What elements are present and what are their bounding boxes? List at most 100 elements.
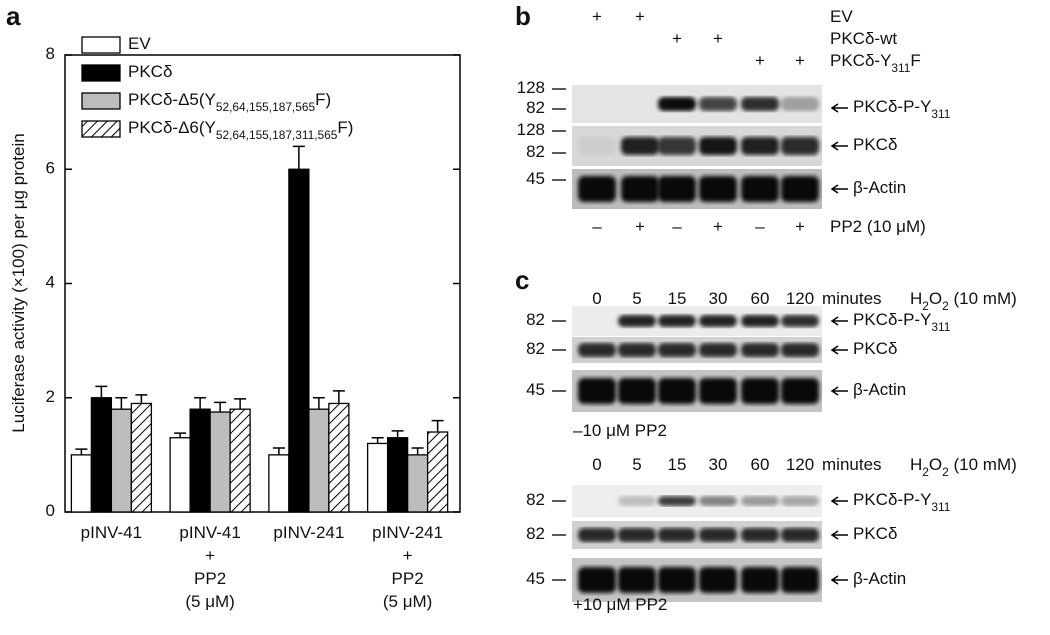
- mw-marker: 82: [526, 310, 545, 329]
- blot-band: [658, 176, 696, 202]
- band-label: PKCδ-P-Y311: [853, 490, 951, 514]
- blot-band: [621, 137, 659, 155]
- blot-band: [618, 567, 656, 593]
- treatment-sign: +: [713, 29, 723, 48]
- blot-band: [699, 378, 737, 404]
- y-tick-label: 2: [46, 387, 55, 406]
- band-label: PKCδ: [853, 524, 897, 543]
- mw-marker: 82: [526, 339, 545, 358]
- arrow: [830, 141, 848, 151]
- arrow: [830, 103, 848, 113]
- blot-band: [741, 176, 779, 202]
- blot-band: [741, 496, 779, 506]
- bar: [386, 437, 409, 513]
- mw-marker: 82: [526, 98, 545, 117]
- bar: [308, 408, 330, 513]
- arrow: [830, 575, 848, 585]
- error-bar: [194, 397, 207, 410]
- treatment-sign: +: [672, 29, 682, 48]
- blot-band: [781, 378, 819, 404]
- error-bar: [75, 448, 88, 455]
- error-bar: [371, 436, 384, 444]
- blot-band: [578, 343, 616, 357]
- x-tick-label: pINV-41 + PP2 (5 μM): [179, 523, 240, 611]
- blot-band: [781, 567, 819, 593]
- mw-marker: 128: [517, 120, 545, 139]
- legend-swatch: [81, 64, 121, 82]
- error-bar: [214, 401, 227, 413]
- error-bar: [391, 430, 404, 438]
- blot-band: [741, 343, 779, 357]
- blot-band: [658, 315, 696, 327]
- blot-band: [618, 496, 656, 506]
- blot-band: [741, 528, 779, 542]
- bar: [426, 431, 449, 513]
- time-label: 15: [668, 455, 687, 474]
- legend-label: PKCδ-Δ6(Y52,64,155,187,311,565F): [128, 118, 353, 142]
- blot-background: [572, 485, 822, 517]
- time-label: 5: [632, 289, 641, 308]
- blot-band: [741, 315, 779, 327]
- treatment-label: PKCδ-Y311F: [830, 51, 921, 75]
- mw-marker: 45: [526, 380, 545, 399]
- bar: [268, 454, 290, 513]
- mw-marker: 45: [526, 169, 545, 188]
- blot-band: [658, 378, 696, 404]
- blot-band: [658, 137, 696, 155]
- blot-band: [621, 176, 659, 202]
- blot-band: [781, 496, 819, 506]
- condition-label: +10 μM PP2: [573, 595, 667, 614]
- treatment-sign: +: [635, 7, 645, 26]
- blot-band: [699, 97, 737, 111]
- error-bar: [411, 447, 424, 455]
- time-label: 120: [786, 289, 814, 308]
- band-label: β-Actin: [853, 569, 906, 588]
- blot-band: [741, 97, 779, 111]
- bar: [90, 397, 113, 513]
- time-label: 120: [786, 455, 814, 474]
- legend-label: PKCδ-Δ5(Y52,64,155,187,565F): [128, 90, 331, 114]
- mw-marker: 82: [526, 142, 545, 161]
- pp2-sign: –: [755, 217, 765, 236]
- bar: [328, 402, 350, 513]
- blot-band: [781, 176, 819, 202]
- time-label: 60: [751, 455, 770, 474]
- error-bar: [431, 419, 444, 433]
- band-label: PKCδ-P-Y311: [853, 310, 951, 334]
- treatment-sign: +: [755, 51, 765, 70]
- time-label: 15: [668, 289, 687, 308]
- blot-band: [578, 378, 616, 404]
- treatment-label: H2O2 (10 mM): [910, 289, 1017, 313]
- time-label: 0: [592, 455, 601, 474]
- arrow: [830, 496, 848, 506]
- legend-swatch: [81, 92, 121, 110]
- blot-band: [658, 567, 696, 593]
- time-label: 60: [751, 289, 770, 308]
- pp2-sign: +: [795, 217, 805, 236]
- treatment-label: EV: [830, 7, 853, 26]
- blot-band: [658, 496, 696, 506]
- treatment-label: PKCδ-wt: [830, 29, 897, 48]
- mw-marker: 128: [517, 78, 545, 97]
- bar: [229, 408, 251, 513]
- y-axis-label: Luciferase activity (×100) per μg protei…: [9, 133, 28, 432]
- error-bar: [312, 397, 325, 410]
- bar: [70, 454, 93, 513]
- bar: [130, 402, 153, 513]
- y-tick-label: 6: [46, 159, 55, 178]
- blot-band: [618, 378, 656, 404]
- arrow: [830, 345, 848, 355]
- blot-band: [578, 567, 616, 593]
- blot-band: [618, 528, 656, 542]
- time-unit: minutes: [822, 289, 882, 308]
- arrow: [830, 316, 848, 326]
- error-bar: [234, 398, 247, 410]
- blot-band: [578, 176, 616, 202]
- x-tick-label: pINV-241 + PP2 (5 μM): [372, 523, 443, 611]
- band-label: β-Actin: [853, 380, 906, 399]
- error-bar: [332, 390, 345, 404]
- error-bar: [115, 397, 128, 410]
- mw-marker: 82: [526, 524, 545, 543]
- error-bar: [292, 145, 305, 170]
- bar: [366, 442, 389, 513]
